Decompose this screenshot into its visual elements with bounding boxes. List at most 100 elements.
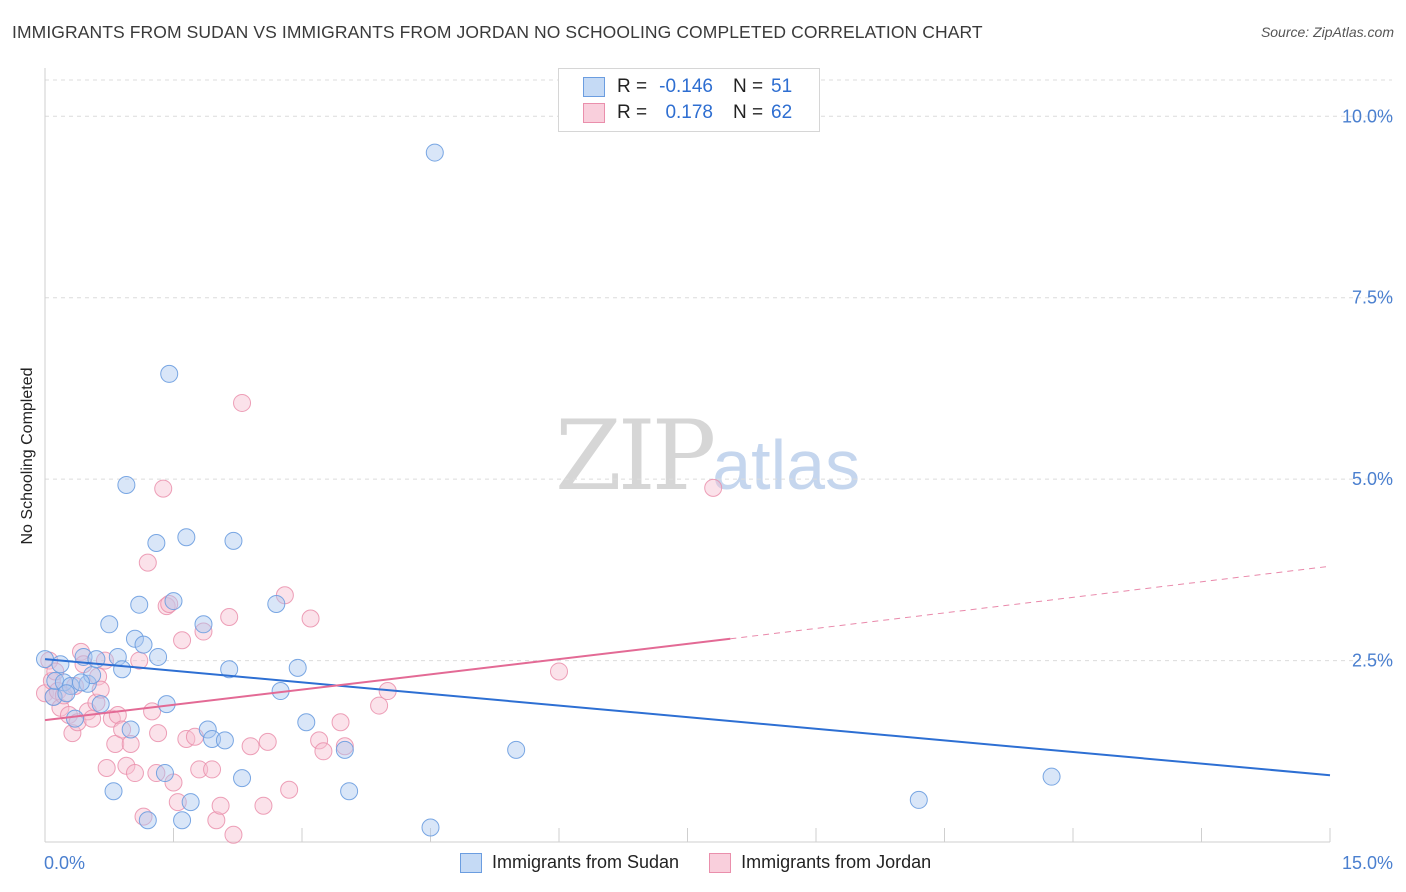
jordan-point (550, 662, 568, 681)
axes (44, 68, 1331, 843)
chart-title: IMMIGRANTS FROM SUDAN VS IMMIGRANTS FROM… (12, 22, 983, 42)
sudan-point (138, 811, 157, 830)
x-tick-label: 15.0% (1342, 853, 1393, 873)
sudan-point (288, 658, 307, 677)
grid-lines (45, 79, 1392, 662)
jordan-point (190, 760, 209, 779)
sudan-point (155, 764, 174, 783)
sudan-point (164, 592, 183, 611)
jordan-point (203, 760, 222, 779)
sudan-point (51, 655, 70, 674)
legend-n-value: 62 (771, 102, 793, 123)
legend-swatch-jordan (583, 103, 605, 123)
sudan-point (121, 720, 140, 739)
sudan-point (340, 782, 359, 801)
legend-swatch-jordan (709, 852, 732, 873)
jordan-point (149, 724, 168, 743)
sudan-point (220, 660, 239, 679)
x-tick-label: 0.0% (44, 853, 85, 873)
jordan-point (258, 732, 277, 751)
sudan-trend-line (44, 658, 1331, 777)
jordan-point (138, 553, 157, 572)
sudan-point (91, 695, 110, 714)
sudan-point (113, 660, 132, 679)
sudan-point (909, 790, 928, 809)
sudan-point (100, 615, 119, 634)
sudan-point (149, 647, 168, 666)
sudan-point (117, 475, 136, 494)
jordan-point (168, 793, 187, 812)
jordan-point (125, 764, 144, 783)
sudan-point (233, 769, 252, 788)
legend-r-value: -0.146 (659, 76, 713, 97)
jordan-point (241, 737, 260, 756)
jordan-point (301, 609, 320, 628)
source-credit: Source: ZipAtlas.com (1260, 24, 1394, 40)
jordan-point (121, 735, 140, 754)
jordan-point (173, 631, 192, 650)
jordan-point (220, 608, 239, 627)
sudan-point (297, 713, 316, 732)
jordan-point (280, 780, 299, 799)
sudan-point (335, 740, 354, 759)
legend-swatch-sudan (583, 77, 605, 97)
sudan-point (173, 811, 192, 830)
y-tick-label: 2.5% (1352, 651, 1393, 671)
tick-labels: 2.5% 5.0% 7.5% 10.0% 0.0% 15.0% (44, 106, 1393, 873)
sudan-point (194, 615, 213, 634)
sudan-point (181, 793, 200, 812)
jordan-point (254, 796, 273, 815)
correlation-legend: R = -0.146 N = 51 R = 0.178 N = 62 (558, 68, 820, 132)
sudan-point (1042, 767, 1061, 786)
watermark-zip: ZIP (555, 400, 716, 512)
legend-label-jordan: Immigrants from Jordan (741, 852, 932, 872)
sudan-points (36, 143, 1061, 837)
jordan-point (233, 393, 252, 412)
legend-n-label: N = (733, 76, 764, 97)
sudan-point (57, 684, 76, 703)
jordan-point (194, 622, 213, 641)
legend-label-sudan: Immigrants from Sudan (492, 852, 680, 872)
sudan-point (134, 635, 153, 654)
sudan-point (421, 818, 440, 837)
sudan-point (507, 740, 526, 759)
jordan-point (97, 758, 116, 777)
jordan-point (310, 731, 329, 750)
sudan-point (71, 673, 90, 692)
jordan-point (63, 724, 82, 743)
legend-item-jordan: Immigrants from Jordan (709, 852, 931, 873)
sudan-point (224, 531, 243, 550)
legend-item-sudan: Immigrants from Sudan (460, 852, 679, 873)
jordan-point (224, 825, 243, 844)
jordan-point (331, 713, 350, 732)
legend-r-label: R = (617, 76, 648, 97)
legend-row-sudan: R = -0.146 N = 51 (583, 75, 792, 99)
trend-lines (44, 565, 1331, 777)
jordan-point (106, 735, 125, 754)
jordan-point (704, 478, 723, 497)
series-legend: Immigrants from Sudan Immigrants from Jo… (460, 852, 961, 873)
y-tick-label: 7.5% (1352, 288, 1393, 308)
legend-n-label: N = (733, 102, 764, 123)
y-tick-label: 10.0% (1342, 106, 1393, 126)
sudan-point (177, 528, 196, 547)
watermark-atlas: atlas (712, 426, 861, 504)
legend-r-value: 0.178 (665, 102, 713, 123)
sudan-point (160, 364, 179, 383)
jordan-trend-line (44, 637, 731, 722)
sudan-point (78, 674, 97, 693)
legend-r-label: R = (617, 102, 648, 123)
sudan-point (203, 729, 222, 748)
legend-row-jordan: R = 0.178 N = 62 (583, 101, 792, 125)
jordan-point (370, 696, 389, 715)
jordan-point (207, 811, 226, 830)
sudan-point (267, 594, 286, 613)
jordan-point (154, 479, 173, 498)
jordan-point (211, 796, 230, 815)
sudan-point (215, 731, 234, 750)
sudan-point (65, 709, 84, 728)
sudan-point (425, 143, 444, 162)
sudan-point (147, 534, 166, 553)
jordan-point (314, 742, 333, 761)
